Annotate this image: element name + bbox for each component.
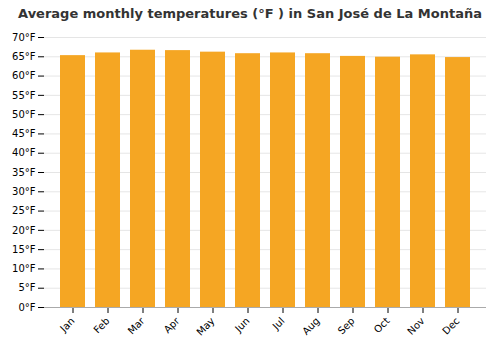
svg-text:20°F: 20°F xyxy=(12,225,36,236)
svg-text:65°F: 65°F xyxy=(12,51,36,62)
svg-text:Sep: Sep xyxy=(336,315,357,336)
html-text:Average monthly temperatures (: Average monthly temperatures (°F ) in Sa… xyxy=(18,6,482,21)
svg-text:Feb: Feb xyxy=(91,315,111,335)
svg-text:Jul: Jul xyxy=(270,315,287,332)
svg-text:60°F: 60°F xyxy=(12,70,36,81)
svg-text:Oct: Oct xyxy=(372,315,392,335)
svg-text:70°F: 70°F xyxy=(12,32,36,43)
svg-text:50°F: 50°F xyxy=(12,109,36,120)
svg-text:45°F: 45°F xyxy=(12,128,36,139)
svg-text:Jun: Jun xyxy=(232,315,252,335)
svg-text:10°F: 10°F xyxy=(12,263,36,274)
svg-text:Nov: Nov xyxy=(405,315,427,337)
svg-text:Apr: Apr xyxy=(162,315,183,336)
svg-text:30°F: 30°F xyxy=(12,186,36,197)
svg-text:25°F: 25°F xyxy=(12,205,36,216)
svg-text:40°F: 40°F xyxy=(12,147,36,158)
svg-text:Dec: Dec xyxy=(440,315,461,336)
svg-text:Aug: Aug xyxy=(300,315,322,337)
svg-text:Jan: Jan xyxy=(57,315,76,334)
svg-text:May: May xyxy=(194,315,216,337)
svg-text:15°F: 15°F xyxy=(12,244,36,255)
svg-text:Mar: Mar xyxy=(126,315,148,337)
svg-text:55°F: 55°F xyxy=(12,90,36,101)
svg-text:35°F: 35°F xyxy=(12,167,36,178)
svg-text:5°F: 5°F xyxy=(18,282,35,293)
svg-text:0°F: 0°F xyxy=(18,302,35,313)
